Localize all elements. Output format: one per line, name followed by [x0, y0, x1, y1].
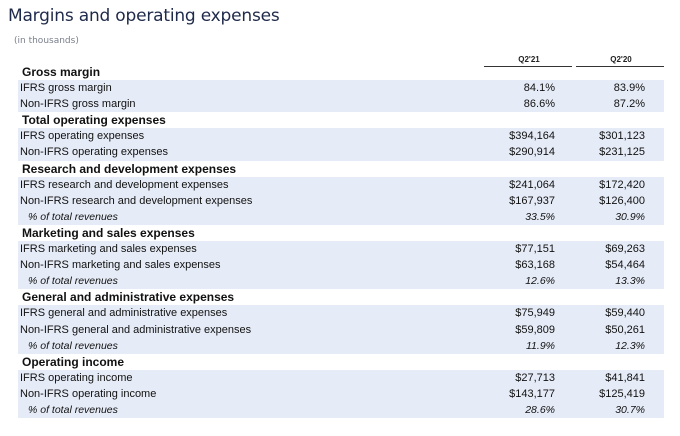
table-row: IFRS operating income $27,713 $41,841	[18, 369, 664, 386]
value-q2-21: $75,949	[515, 307, 555, 320]
value-q2-20: $41,841	[605, 371, 645, 384]
column-header-rule	[484, 66, 572, 67]
value-q2-21: $167,937	[509, 194, 555, 207]
percent-row: % of total revenues 12.6% 13.3%	[18, 273, 664, 290]
value-q2-20: $126,400	[599, 194, 645, 207]
section-heading: Operating income	[18, 354, 664, 370]
units-note: (in thousands)	[14, 36, 79, 46]
value-q2-20: 12.3%	[615, 339, 645, 352]
row-label: Non-IFRS operating income	[20, 387, 157, 400]
section-heading: Research and development expenses	[18, 161, 664, 177]
value-q2-21: 11.9%	[526, 339, 555, 352]
table-row: IFRS general and administrative expenses…	[18, 305, 664, 322]
value-q2-20: $69,263	[605, 243, 645, 256]
row-label: Marketing and sales expenses	[22, 225, 195, 240]
value-q2-20: 30.9%	[615, 210, 645, 223]
table-row: Non-IFRS operating income $143,177 $125,41…	[18, 385, 664, 402]
row-label: Non-IFRS gross margin	[20, 98, 136, 111]
row-label: Non-IFRS marketing and sales expenses	[20, 259, 221, 272]
row-label: % of total revenues	[28, 210, 118, 223]
value-q2-21: 86.6%	[523, 98, 555, 111]
row-label: IFRS general and administrative expenses	[20, 307, 228, 320]
value-q2-20: 83.9%	[613, 82, 645, 95]
column-header-q2-20: Q2'20	[610, 55, 632, 64]
table-row: Non-IFRS gross margin 86.6% 87.2%	[18, 96, 664, 113]
section-heading: General and administrative expenses	[18, 289, 664, 305]
value-q2-20: $125,419	[599, 387, 645, 400]
value-q2-21: $394,164	[509, 130, 555, 143]
value-q2-20: $301,123	[599, 130, 645, 143]
row-label: Research and development expenses	[22, 161, 237, 176]
section-heading: Total operating expenses	[18, 112, 664, 128]
table-row: IFRS marketing and sales expenses $77,151…	[18, 241, 664, 258]
financial-table: Gross margin IFRS gross margin 84.1% 83.9% N…	[18, 64, 664, 419]
value-q2-21: 33.5%	[525, 210, 555, 223]
value-q2-21: $27,713	[515, 371, 555, 384]
percent-row: % of total revenues 11.9% 12.3%	[18, 337, 664, 354]
row-label: IFRS marketing and sales expenses	[20, 243, 197, 256]
value-q2-20: $50,261	[605, 323, 645, 336]
value-q2-21: $143,177	[509, 387, 555, 400]
value-q2-21: $241,064	[509, 178, 555, 191]
section-heading: Gross margin	[18, 64, 664, 80]
row-label: IFRS gross margin	[20, 82, 112, 95]
row-label: Non-IFRS general and administrative expe…	[20, 323, 252, 336]
value-q2-21: 12.6%	[525, 275, 555, 288]
percent-row: % of total revenues 33.5% 30.9%	[18, 208, 664, 225]
value-q2-20: $172,420	[599, 178, 645, 191]
table-row: IFRS research and development expenses $2…	[18, 176, 664, 193]
value-q2-20: $54,464	[605, 259, 645, 272]
table-row: Non-IFRS general and administrative expe…	[18, 321, 664, 338]
value-q2-21: $290,914	[509, 146, 555, 159]
table-row: Non-IFRS operating expenses $290,914 $231,…	[18, 144, 664, 161]
value-q2-20: $59,440	[605, 307, 645, 320]
value-q2-20: $231,125	[599, 146, 645, 159]
section-heading: Marketing and sales expenses	[18, 225, 664, 241]
value-q2-20: 87.2%	[613, 98, 645, 111]
row-label: IFRS operating income	[20, 371, 133, 384]
row-label: % of total revenues	[28, 403, 118, 416]
row-label: Non-IFRS research and development expens…	[20, 194, 253, 207]
column-header-rule	[576, 66, 664, 67]
row-label: % of total revenues	[28, 275, 118, 288]
value-q2-21: 84.1%	[523, 82, 555, 95]
value-q2-21: $77,151	[515, 243, 555, 256]
column-header-q2-21: Q2'21	[518, 55, 540, 64]
value-q2-21: 28.6%	[525, 403, 555, 416]
row-label: IFRS operating expenses	[20, 130, 145, 143]
table-row: IFRS gross margin 84.1% 83.9%	[18, 80, 664, 97]
value-q2-21: $63,168	[515, 259, 555, 272]
row-label: IFRS research and development expenses	[20, 178, 229, 191]
row-label: Gross margin	[22, 65, 101, 79]
row-label: % of total revenues	[28, 339, 118, 352]
percent-row: % of total revenues 28.6% 30.7%	[18, 401, 664, 419]
row-label: Non-IFRS operating expenses	[20, 146, 168, 159]
table-row: IFRS operating expenses $394,164 $301,123	[18, 128, 664, 145]
row-label: Operating income	[22, 354, 125, 369]
row-label: Total operating expenses	[22, 113, 166, 128]
page-title: Margins and operating expenses	[8, 6, 280, 26]
row-label: General and administrative expenses	[22, 290, 235, 305]
value-q2-20: 13.3%	[615, 275, 645, 288]
table-row: Non-IFRS marketing and sales expenses $63…	[18, 257, 664, 274]
value-q2-21: $59,809	[515, 323, 555, 336]
table-row: Non-IFRS research and development expens…	[18, 192, 664, 209]
value-q2-20: 30.7%	[615, 403, 645, 416]
